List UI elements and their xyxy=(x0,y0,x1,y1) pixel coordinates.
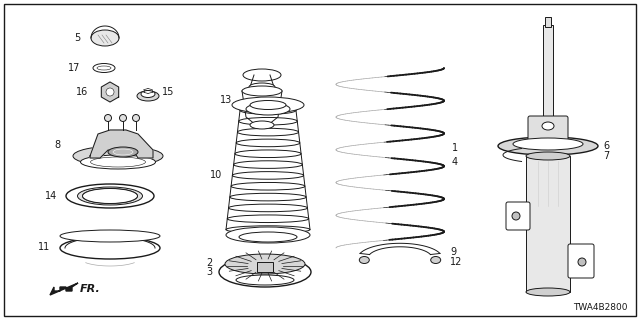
Ellipse shape xyxy=(431,257,441,263)
FancyBboxPatch shape xyxy=(506,202,530,230)
Text: 3: 3 xyxy=(206,267,212,277)
Ellipse shape xyxy=(513,138,583,150)
Ellipse shape xyxy=(240,107,296,114)
Text: TWA4B2800: TWA4B2800 xyxy=(573,303,628,312)
Ellipse shape xyxy=(83,188,138,204)
Ellipse shape xyxy=(250,100,286,109)
Text: 16: 16 xyxy=(76,87,88,97)
Ellipse shape xyxy=(104,115,111,122)
Ellipse shape xyxy=(542,122,554,130)
Bar xyxy=(545,17,551,27)
Ellipse shape xyxy=(243,69,281,81)
Ellipse shape xyxy=(242,86,282,96)
Text: 13: 13 xyxy=(220,95,232,105)
Ellipse shape xyxy=(237,128,298,136)
Text: 6: 6 xyxy=(603,141,609,151)
Ellipse shape xyxy=(132,115,140,122)
Ellipse shape xyxy=(512,212,520,220)
Text: 8: 8 xyxy=(54,140,60,150)
Bar xyxy=(257,262,273,272)
Text: 15: 15 xyxy=(162,87,174,97)
Ellipse shape xyxy=(236,139,300,147)
Ellipse shape xyxy=(83,188,138,204)
Ellipse shape xyxy=(66,184,154,208)
Text: 10: 10 xyxy=(210,170,222,180)
Ellipse shape xyxy=(225,254,305,274)
Ellipse shape xyxy=(226,226,310,233)
Ellipse shape xyxy=(227,215,308,222)
Text: 11: 11 xyxy=(38,242,50,252)
Text: 5: 5 xyxy=(74,33,80,43)
Text: 1: 1 xyxy=(452,143,458,153)
Ellipse shape xyxy=(250,121,274,129)
Ellipse shape xyxy=(93,63,115,73)
Text: 4: 4 xyxy=(452,157,458,167)
Ellipse shape xyxy=(120,115,127,122)
Ellipse shape xyxy=(141,91,155,98)
Ellipse shape xyxy=(239,232,297,242)
Text: 9: 9 xyxy=(450,247,456,257)
Ellipse shape xyxy=(219,257,311,287)
Ellipse shape xyxy=(359,257,369,263)
Bar xyxy=(543,25,553,118)
Ellipse shape xyxy=(230,193,306,201)
Ellipse shape xyxy=(108,147,138,157)
Ellipse shape xyxy=(235,150,301,157)
Ellipse shape xyxy=(234,161,302,168)
Polygon shape xyxy=(50,283,78,295)
Bar xyxy=(526,156,570,292)
FancyBboxPatch shape xyxy=(528,116,568,142)
Text: 12: 12 xyxy=(450,257,462,267)
Polygon shape xyxy=(101,82,118,102)
Ellipse shape xyxy=(578,258,586,266)
Text: 14: 14 xyxy=(45,191,57,201)
Text: 7: 7 xyxy=(603,151,609,161)
Ellipse shape xyxy=(81,155,156,169)
Text: 2: 2 xyxy=(205,258,212,268)
Ellipse shape xyxy=(77,187,143,205)
Text: 17: 17 xyxy=(68,63,80,73)
Ellipse shape xyxy=(228,204,307,212)
Ellipse shape xyxy=(106,88,114,96)
Polygon shape xyxy=(90,130,153,158)
Ellipse shape xyxy=(60,237,160,259)
Ellipse shape xyxy=(526,152,570,160)
Ellipse shape xyxy=(498,137,598,155)
Ellipse shape xyxy=(239,117,297,125)
Ellipse shape xyxy=(97,66,111,70)
Ellipse shape xyxy=(526,288,570,296)
Ellipse shape xyxy=(60,230,160,242)
Ellipse shape xyxy=(226,227,310,243)
Ellipse shape xyxy=(231,182,305,190)
Ellipse shape xyxy=(246,103,290,115)
Ellipse shape xyxy=(232,97,304,113)
Ellipse shape xyxy=(73,146,163,166)
Ellipse shape xyxy=(113,149,133,155)
Ellipse shape xyxy=(91,30,119,46)
Ellipse shape xyxy=(137,91,159,101)
Ellipse shape xyxy=(249,83,275,91)
Ellipse shape xyxy=(236,275,294,285)
Ellipse shape xyxy=(90,157,145,167)
FancyBboxPatch shape xyxy=(568,244,594,278)
Text: FR.: FR. xyxy=(80,284,100,294)
Ellipse shape xyxy=(232,172,303,179)
